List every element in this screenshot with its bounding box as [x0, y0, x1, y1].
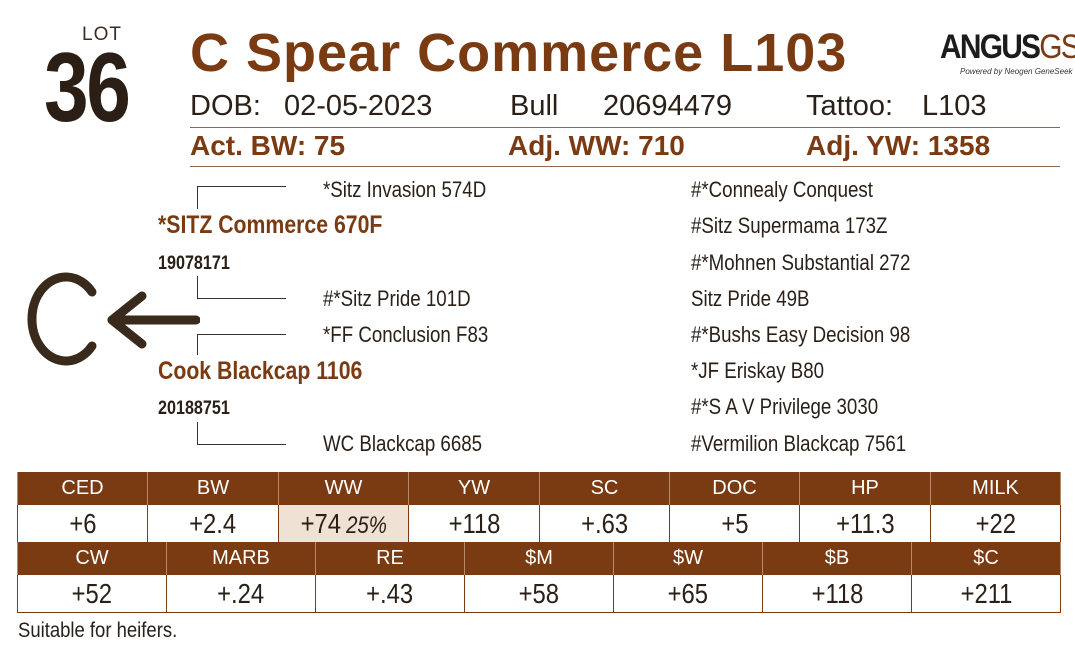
epd-table-production: CED BW WW YW SC DOC HP MILK +6 +2.4 +74 2… [17, 472, 1061, 543]
epd-header-row: CW MARB RE $M $W $B $C [17, 542, 1061, 575]
dam-sire: *FF Conclusion F83 [323, 322, 489, 347]
epd-header: BW [147, 472, 279, 505]
adjusted-yearling-weight: Adj. YW: 1358 [806, 130, 991, 161]
epd-value: +118 [448, 507, 500, 539]
epd-value-row: +6 +2.4 +74 25% +118 +.63 +5 +11.3 +22 [17, 505, 1061, 543]
pedigree-right-item: *JF Eriskay B80 [691, 358, 825, 383]
epd-header: CW [17, 542, 167, 575]
pedigree-right-item: #*Bushs Easy Decision 98 [691, 322, 911, 347]
epd-value: +11.3 [835, 507, 895, 539]
sire-dam: #*Sitz Pride 101D [323, 286, 471, 311]
registration-number: 20694479 [603, 90, 733, 122]
dob-label: DOB: [190, 90, 261, 122]
epd-header: MILK [930, 472, 1061, 505]
epd-value-ww: +74 25% [278, 505, 409, 543]
tattoo-value: L103 [922, 90, 987, 122]
epd-value-re: +.43 [315, 575, 465, 613]
epd-header: $C [911, 542, 1061, 575]
dam-registration: 20188751 [158, 398, 230, 419]
logo-tagline: Powered by Neogen GeneSeek [960, 67, 1073, 76]
epd-value-doc: +5 [669, 505, 800, 543]
epd-header-row: CED BW WW YW SC DOC HP MILK [17, 472, 1061, 505]
epd-value: +5 [720, 507, 749, 539]
lot-label: LOT [82, 24, 122, 45]
logo-angus-text: ANGUS [940, 28, 1041, 66]
sire-dam-connector [197, 276, 286, 299]
sex-value: Bull [510, 90, 559, 122]
dam-dam: WC Blackcap 6685 [323, 431, 483, 456]
sire-name: *SITZ Commerce 670F [158, 211, 383, 239]
epd-value: +.24 [217, 577, 265, 609]
divider-top [190, 127, 1060, 128]
epd-value-row: +52 +.24 +.43 +58 +65 +118 +211 [17, 575, 1061, 613]
pedigree-right-item: Sitz Pride 49B [691, 286, 810, 311]
pedigree-right-item: #*Mohnen Substantial 272 [691, 250, 911, 275]
adjusted-weaning-weight: Adj. WW: 710 [508, 130, 685, 161]
pedigree-right-item: #*S A V Privilege 3030 [691, 394, 879, 419]
logo-gs-text: GS [1039, 28, 1075, 66]
epd-value: +2.4 [189, 507, 237, 539]
footer-note: Suitable for heifers. [18, 619, 178, 642]
animal-name: C Spear Commerce L103 [190, 23, 848, 83]
angus-gs-logo: ANGUSGS [940, 30, 1075, 64]
ww-percentile: 25% [345, 511, 387, 539]
epd-value-milk: +22 [930, 505, 1061, 543]
epd-value-hp: +11.3 [799, 505, 931, 543]
epd-table-carcass: CW MARB RE $M $W $B $C +52 +.24 +.43 +58… [17, 542, 1061, 613]
epd-header: CED [17, 472, 148, 505]
epd-header: SC [539, 472, 670, 505]
sire-sire: *Sitz Invasion 574D [323, 177, 487, 202]
sire-sire-connector [197, 186, 286, 209]
epd-header: $W [613, 542, 763, 575]
epd-value: +6 [68, 507, 97, 539]
dam-sire-connector [197, 334, 286, 355]
epd-value: +58 [518, 577, 560, 609]
dam-name: Cook Blackcap 1106 [158, 357, 363, 385]
lot-number: 36 [44, 32, 131, 142]
epd-value: +.43 [366, 577, 414, 609]
epd-value-ced: +6 [17, 505, 148, 543]
actual-birth-weight: Act. BW: 75 [190, 130, 346, 161]
epd-value-cw: +52 [17, 575, 167, 613]
epd-value: +65 [667, 577, 709, 609]
epd-value-w: +65 [613, 575, 763, 613]
epd-header: DOC [669, 472, 800, 505]
epd-value-bw: +2.4 [147, 505, 279, 543]
epd-value: +211 [960, 577, 1012, 609]
tattoo-label: Tattoo: [806, 90, 894, 122]
epd-header: RE [315, 542, 465, 575]
dam-dam-connector [197, 422, 286, 445]
epd-value: +22 [975, 507, 1016, 539]
epd-header: $M [464, 542, 614, 575]
sire-registration: 19078171 [158, 253, 230, 274]
epd-value: +.63 [581, 507, 628, 539]
epd-header: HP [799, 472, 931, 505]
epd-value: +74 [300, 507, 341, 539]
pedigree-right-item: #Sitz Supermama 173Z [691, 213, 888, 238]
epd-value-c: +211 [911, 575, 1061, 613]
epd-value-marb: +.24 [166, 575, 316, 613]
epd-value: +118 [811, 577, 863, 609]
divider-bottom [190, 166, 1060, 167]
dob-value: 02-05-2023 [284, 90, 433, 122]
epd-header: $B [762, 542, 912, 575]
epd-value: +52 [71, 577, 113, 609]
epd-header: MARB [166, 542, 316, 575]
epd-value-sc: +.63 [539, 505, 670, 543]
epd-header: WW [278, 472, 409, 505]
epd-value-yw: +118 [408, 505, 540, 543]
epd-header: YW [408, 472, 540, 505]
epd-value-m: +58 [464, 575, 614, 613]
epd-value-b: +118 [762, 575, 912, 613]
c-arrow-brand-icon [20, 262, 201, 372]
pedigree-right-item: #*Connealy Conquest [691, 177, 873, 202]
pedigree-right-item: #Vermilion Blackcap 7561 [691, 431, 907, 456]
